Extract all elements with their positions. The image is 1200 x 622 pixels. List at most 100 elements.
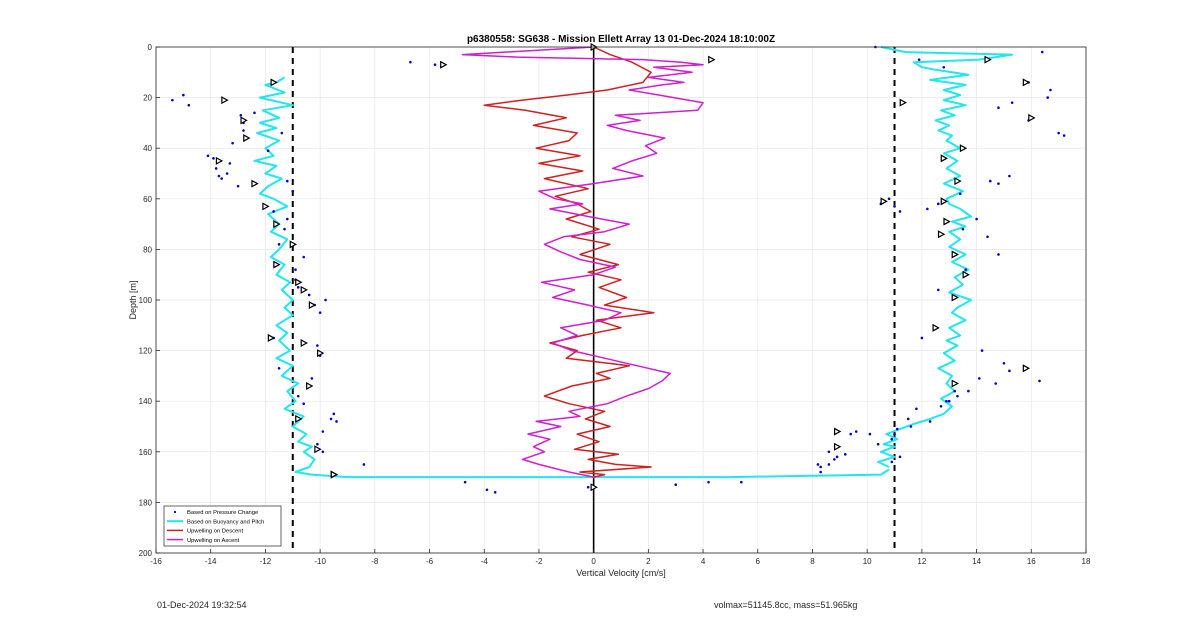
legend-box	[163, 505, 282, 547]
triangle-marker	[932, 323, 940, 332]
triangle-marker	[959, 144, 968, 153]
pressure-point	[898, 455, 902, 459]
pressure-point	[893, 205, 896, 208]
pressure-point	[433, 63, 437, 67]
pressure-point	[740, 480, 743, 484]
ascent-line	[461, 46, 704, 478]
pressure-point	[1038, 379, 1041, 383]
triangle-marker	[289, 240, 298, 249]
descent-line	[483, 46, 655, 478]
legend-label: Upwelling on Descent	[187, 529, 243, 535]
pressure-point	[239, 114, 243, 117]
ticks: -16 -14 -12 -10 -8 -6 -4 -2 0 2 4 6 8 10 12 14 16 1802040…	[139, 43, 1091, 566]
y-tick-label: 40	[143, 144, 152, 153]
x-tick-label: -12	[260, 557, 272, 566]
triangle-marker	[267, 333, 276, 342]
pressure-point	[967, 389, 970, 393]
x-tick-label: 8	[810, 557, 815, 566]
pressure-point	[994, 382, 998, 385]
series-layer	[171, 42, 1066, 494]
x-tick-label: 6	[756, 557, 761, 566]
pressure-point	[332, 412, 336, 416]
y-tick-label: 100	[139, 296, 153, 305]
x-tick-label: -6	[426, 557, 434, 566]
pressure-point	[220, 177, 223, 180]
pressure-point	[917, 58, 921, 61]
triangle-marker	[984, 55, 992, 64]
pressure-point	[291, 189, 295, 193]
legend: Based on Pressure Change Based on Buoyanc…	[163, 505, 282, 547]
pressure-point	[335, 420, 338, 423]
triangle-marker	[937, 230, 946, 239]
y-tick-label: 80	[143, 245, 152, 254]
pressure-point	[285, 179, 289, 183]
pressure-point	[1008, 369, 1011, 373]
pressure-point	[302, 402, 306, 406]
x-tick-label: 2	[646, 557, 651, 566]
pressure-point	[997, 182, 1000, 185]
x-tick-label: 12	[917, 557, 926, 566]
pressure-point	[283, 227, 286, 231]
pressure-point	[409, 60, 412, 64]
pressure-point	[674, 483, 678, 486]
pressure-point	[212, 157, 215, 160]
pressure-point	[236, 184, 240, 188]
pressure-point	[214, 167, 218, 170]
triangle-marker	[1022, 78, 1031, 87]
triangle-marker	[240, 116, 248, 125]
pressure-point	[835, 455, 839, 459]
pressure-point	[294, 268, 297, 271]
pressure-point	[225, 172, 229, 175]
pressure-point	[321, 430, 325, 433]
triangle-marker	[330, 470, 339, 479]
pressure-point	[280, 131, 284, 135]
pressure-point	[827, 450, 831, 454]
pressure-point	[997, 106, 1000, 110]
pressure-point	[296, 394, 300, 398]
pressure-point	[906, 417, 910, 421]
pressure-point	[978, 377, 981, 380]
pressure-point	[816, 463, 820, 466]
x-tick-label: -16	[150, 557, 162, 566]
pressure-point	[231, 141, 234, 145]
x-tick-label: 0	[591, 557, 596, 566]
x-tick-label: -2	[535, 557, 543, 566]
pressure-point	[707, 480, 710, 484]
triangle-marker	[306, 382, 314, 391]
pressure-point	[893, 432, 896, 436]
triangle-marker	[590, 483, 598, 492]
pressure-point	[1062, 134, 1066, 137]
triangle-marker	[943, 217, 951, 226]
y-tick-label: 140	[139, 397, 153, 406]
triangle-marker	[951, 250, 959, 259]
pressure-point	[310, 377, 314, 380]
pressure-point	[307, 293, 311, 297]
x-tick-label: 14	[972, 557, 981, 566]
pressure-point	[958, 192, 962, 196]
pressure-point	[849, 432, 853, 436]
pressure-point	[318, 311, 322, 314]
pressure-point	[171, 98, 174, 102]
triangle-marker	[262, 202, 270, 211]
pressure-point	[1049, 88, 1052, 92]
triangle-marker	[708, 55, 716, 64]
pressure-point	[876, 442, 880, 446]
pressure-point	[296, 286, 300, 289]
pressure-point	[187, 103, 191, 107]
footer-info: volmax=51145.8cc, mass=51.965kg	[714, 600, 858, 610]
pressure-point	[324, 298, 327, 302]
pressure-point	[827, 463, 831, 466]
x-axis-label: Vertical Velocity [cm/s]	[576, 568, 666, 578]
triangle-marker	[940, 197, 949, 206]
x-tick-label: 18	[1082, 557, 1091, 566]
triangle-marker	[295, 414, 303, 423]
pressure-point	[819, 470, 822, 474]
triangle-marker	[273, 220, 281, 229]
pressure-point	[956, 394, 959, 398]
pressure-point	[242, 129, 245, 132]
pressure-point	[266, 149, 270, 153]
pressure-point	[942, 65, 946, 69]
legend-label: Upwelling on Ascent	[187, 538, 240, 544]
pressure-point	[915, 407, 918, 411]
pressure-point	[920, 336, 924, 340]
